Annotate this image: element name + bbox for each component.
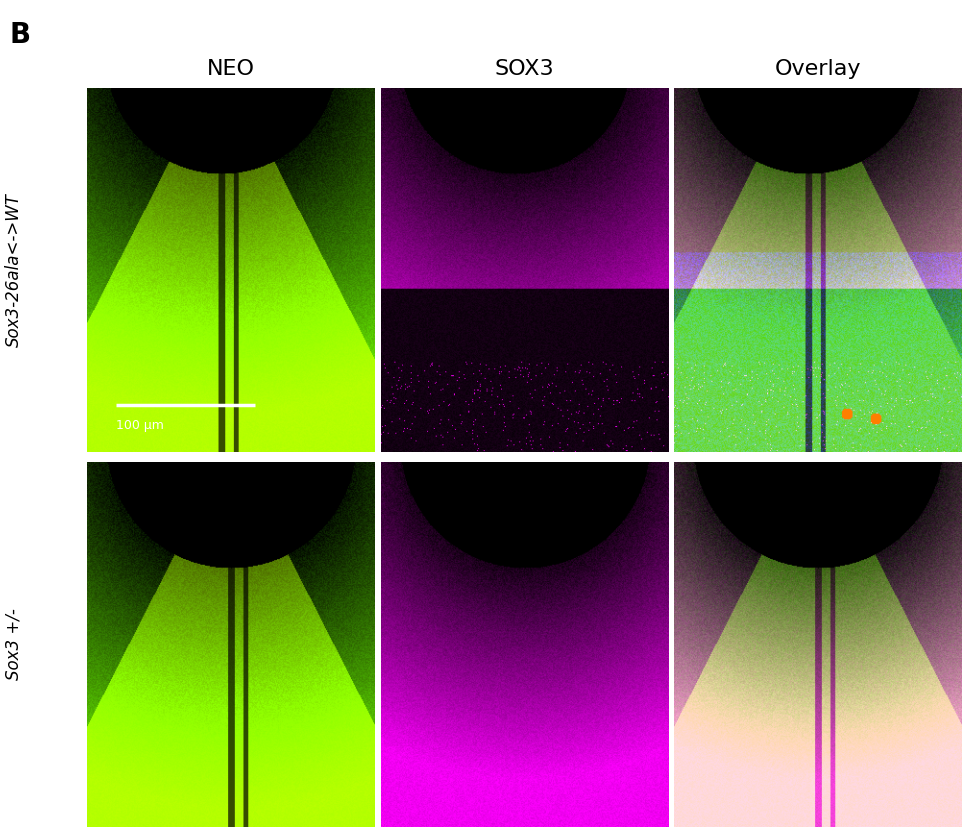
Text: SOX3: SOX3 [495, 59, 554, 79]
Text: NEO: NEO [207, 59, 255, 79]
Text: Sox3-26ala<->WT: Sox3-26ala<->WT [5, 193, 23, 347]
Text: 100 μm: 100 μm [116, 419, 164, 432]
Text: Overlay: Overlay [775, 59, 862, 79]
Text: Sox3 +/-: Sox3 +/- [5, 609, 23, 681]
Text: B: B [10, 21, 31, 49]
